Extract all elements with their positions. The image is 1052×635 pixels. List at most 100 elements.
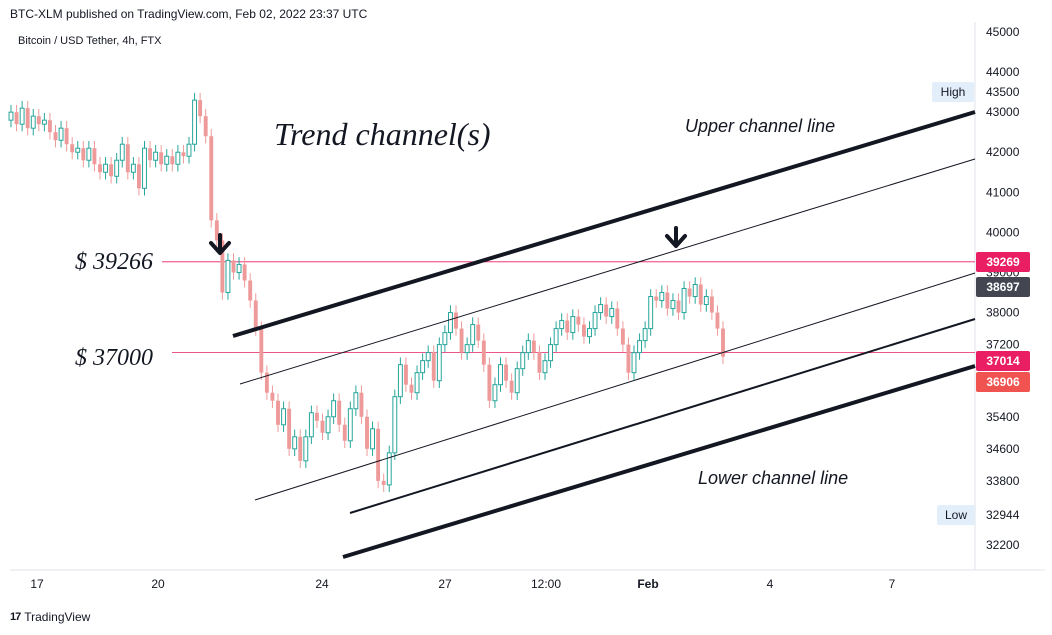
candle[interactable] [609, 308, 615, 318]
candle[interactable] [592, 312, 598, 330]
lower-inner-channel-line[interactable] [349, 318, 976, 514]
symbol-legend[interactable]: Bitcoin / USD Tether, 4h, FTX [18, 35, 162, 47]
candle[interactable] [337, 400, 342, 425]
upper-inner-channel-line[interactable] [239, 158, 976, 385]
candle[interactable] [631, 352, 637, 374]
candle[interactable] [386, 452, 392, 486]
candle[interactable] [119, 143, 125, 161]
candle[interactable] [376, 428, 381, 481]
candle[interactable] [153, 151, 159, 161]
candle[interactable] [487, 364, 492, 401]
candle[interactable] [41, 119, 47, 125]
candle[interactable] [359, 392, 364, 417]
candle[interactable] [692, 283, 698, 298]
candle[interactable] [531, 340, 536, 353]
candle[interactable] [175, 151, 181, 165]
candle[interactable] [292, 436, 298, 450]
candle[interactable] [170, 156, 175, 165]
candle[interactable] [709, 296, 714, 313]
candle[interactable] [721, 328, 725, 357]
candle[interactable] [436, 344, 442, 382]
candle[interactable] [598, 304, 604, 314]
candle[interactable] [604, 304, 609, 317]
candle[interactable] [142, 147, 147, 189]
candle[interactable] [92, 148, 97, 165]
candle[interactable] [464, 344, 470, 354]
candle[interactable] [276, 400, 280, 425]
candle[interactable] [670, 300, 676, 310]
candle[interactable] [320, 420, 325, 433]
candle[interactable] [681, 288, 687, 314]
candle[interactable] [236, 263, 242, 273]
candle[interactable] [325, 416, 331, 434]
candle[interactable] [548, 344, 554, 362]
candle[interactable] [537, 352, 542, 373]
candle[interactable] [159, 152, 164, 165]
candle[interactable] [392, 396, 398, 454]
candle[interactable] [298, 436, 303, 461]
candle[interactable] [25, 108, 30, 129]
candle[interactable] [203, 116, 208, 137]
candle[interactable] [8, 111, 14, 121]
candle[interactable] [98, 164, 102, 173]
candle[interactable] [481, 340, 486, 365]
candle[interactable] [409, 384, 414, 393]
candle[interactable] [420, 360, 426, 374]
candle[interactable] [281, 408, 287, 426]
candle[interactable] [331, 400, 337, 418]
candle[interactable] [14, 112, 19, 125]
price-tag[interactable] [976, 351, 1030, 371]
candle[interactable] [242, 264, 247, 281]
candle[interactable] [509, 380, 514, 393]
candle[interactable] [676, 300, 681, 313]
candle[interactable] [559, 320, 565, 330]
candle[interactable] [442, 332, 448, 346]
candle[interactable] [397, 364, 403, 398]
down-arrow-icon[interactable] [665, 226, 687, 248]
candle[interactable] [431, 352, 436, 381]
candle[interactable] [470, 324, 476, 346]
candle[interactable] [303, 436, 309, 462]
upper-channel-line[interactable] [232, 110, 976, 338]
candle[interactable] [525, 340, 531, 354]
down-arrow-icon[interactable] [209, 233, 231, 255]
candle[interactable] [687, 288, 692, 297]
candle[interactable] [220, 240, 225, 293]
candle[interactable] [136, 164, 141, 189]
candle[interactable] [565, 320, 570, 333]
candle[interactable] [492, 384, 498, 402]
candle[interactable] [447, 312, 453, 334]
candle[interactable] [86, 147, 92, 161]
lower-channel-line[interactable] [342, 364, 976, 559]
candle[interactable] [103, 163, 109, 173]
price-tag[interactable] [976, 252, 1030, 272]
candle[interactable] [381, 480, 386, 485]
candle[interactable] [648, 296, 654, 330]
candle[interactable] [231, 260, 236, 273]
candle[interactable] [425, 352, 431, 362]
candle[interactable] [659, 292, 665, 302]
candle[interactable] [308, 412, 314, 438]
candle[interactable] [70, 144, 75, 153]
candle[interactable] [248, 280, 253, 301]
candle[interactable] [542, 360, 548, 374]
candle[interactable] [626, 344, 631, 373]
candle[interactable] [214, 220, 219, 241]
candle[interactable] [587, 328, 592, 338]
candle[interactable] [476, 324, 481, 341]
candle[interactable] [75, 147, 81, 153]
candle[interactable] [130, 163, 136, 173]
candle[interactable] [30, 115, 36, 129]
candle[interactable] [642, 328, 648, 342]
candle[interactable] [353, 392, 359, 410]
candle[interactable] [504, 364, 509, 381]
candle[interactable] [314, 412, 319, 421]
price-tag[interactable] [976, 277, 1030, 297]
candle[interactable] [192, 99, 198, 145]
candle[interactable] [454, 312, 458, 329]
candle[interactable] [654, 296, 659, 301]
candle[interactable] [498, 364, 503, 386]
candle[interactable] [459, 328, 464, 353]
candle[interactable] [64, 128, 69, 145]
